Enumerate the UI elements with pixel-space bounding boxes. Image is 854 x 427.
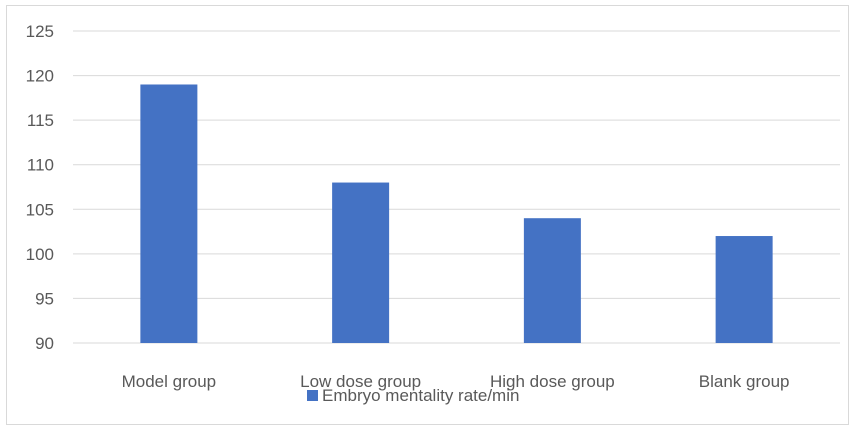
legend-label: Embryo mentality rate/min [322, 386, 519, 405]
x-tick-label: Blank group [699, 372, 790, 391]
bar [332, 182, 390, 343]
y-tick-label: 115 [27, 111, 54, 130]
x-tick-label: Model group [122, 372, 217, 391]
gridlines [73, 30, 840, 344]
y-tick-label: 125 [26, 22, 54, 41]
y-tick-label: 105 [26, 200, 54, 219]
x-tick-label: High dose group [490, 372, 615, 391]
y-tick-label: 95 [35, 289, 54, 308]
bar [523, 218, 581, 343]
x-axis-tick-labels: Model group Low dose group High dose group… [122, 372, 790, 391]
y-axis-tick-labels: 90 95 100 105 110 115 120 125 [26, 22, 54, 353]
y-tick-label: 110 [27, 156, 54, 175]
y-tick-label: 120 [26, 67, 54, 86]
bar-series [140, 84, 773, 343]
legend-swatch [307, 390, 318, 401]
bar [715, 236, 773, 343]
x-tick-label: Low dose group [300, 372, 421, 391]
y-tick-label: 100 [26, 245, 54, 264]
y-tick-label: 90 [35, 334, 54, 353]
bar [140, 84, 198, 343]
legend: Embryo mentality rate/min [307, 386, 519, 405]
